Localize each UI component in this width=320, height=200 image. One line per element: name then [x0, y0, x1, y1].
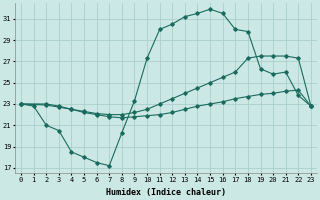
X-axis label: Humidex (Indice chaleur): Humidex (Indice chaleur)	[106, 188, 226, 197]
